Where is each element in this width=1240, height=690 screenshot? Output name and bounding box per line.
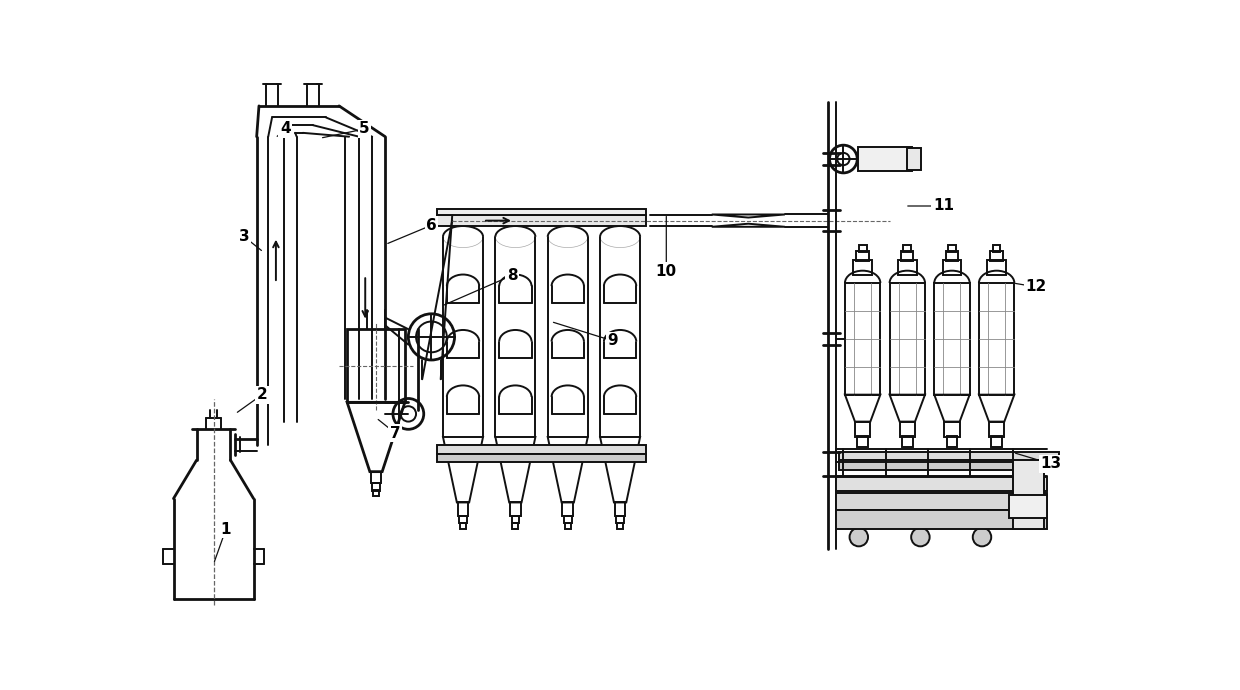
Bar — [458, 502, 469, 515]
Bar — [512, 515, 520, 523]
Bar — [460, 523, 466, 529]
Bar — [844, 283, 880, 395]
Bar — [946, 436, 957, 447]
Bar — [899, 422, 915, 437]
Bar — [836, 477, 1048, 491]
Bar — [990, 422, 1004, 437]
Bar — [942, 260, 961, 275]
Bar — [853, 260, 872, 275]
Bar — [564, 515, 572, 523]
Text: 11: 11 — [932, 199, 954, 213]
Bar — [991, 436, 1002, 447]
Bar — [836, 510, 1048, 529]
Bar — [889, 283, 925, 395]
Bar — [838, 453, 1059, 460]
Bar — [436, 444, 646, 454]
Bar — [615, 502, 625, 515]
Bar — [564, 523, 570, 529]
Bar — [987, 260, 1006, 275]
Bar — [901, 250, 914, 262]
Bar — [436, 215, 646, 226]
Circle shape — [972, 528, 991, 546]
Bar — [904, 244, 911, 253]
Text: 9: 9 — [608, 333, 618, 348]
Bar — [616, 515, 624, 523]
Bar — [945, 422, 960, 437]
Bar — [347, 329, 405, 402]
Bar — [934, 283, 970, 395]
Text: 8: 8 — [507, 268, 517, 283]
Text: 10: 10 — [656, 264, 677, 279]
Bar — [854, 422, 870, 437]
Bar — [991, 250, 1003, 262]
Text: 12: 12 — [1025, 279, 1047, 295]
Bar — [898, 260, 916, 275]
Bar — [858, 147, 911, 171]
Text: 13: 13 — [1040, 457, 1061, 471]
Bar — [857, 250, 869, 262]
Bar — [618, 523, 624, 529]
Text: 7: 7 — [389, 426, 401, 441]
Circle shape — [911, 528, 930, 546]
Bar — [1013, 460, 1044, 529]
Bar — [1009, 495, 1048, 518]
Bar — [946, 250, 959, 262]
Bar — [901, 436, 913, 447]
Bar — [836, 493, 1048, 510]
Bar — [372, 483, 379, 491]
Text: 1: 1 — [221, 522, 231, 537]
Text: 2: 2 — [257, 387, 268, 402]
Bar — [371, 472, 382, 483]
Bar — [436, 209, 646, 215]
Bar — [436, 454, 646, 462]
Bar — [978, 283, 1014, 395]
Bar — [993, 244, 1001, 253]
Bar — [859, 244, 867, 253]
Circle shape — [849, 528, 868, 546]
Bar — [949, 244, 956, 253]
Bar — [838, 460, 1059, 470]
Bar — [563, 502, 573, 515]
Bar — [459, 515, 467, 523]
Text: 4: 4 — [280, 121, 290, 137]
Text: 3: 3 — [239, 229, 249, 244]
Bar — [512, 523, 518, 529]
Text: 6: 6 — [427, 218, 436, 233]
Bar — [373, 490, 379, 496]
Bar — [510, 502, 521, 515]
Bar — [908, 148, 921, 170]
Text: 5: 5 — [360, 121, 370, 137]
Bar — [857, 436, 868, 447]
